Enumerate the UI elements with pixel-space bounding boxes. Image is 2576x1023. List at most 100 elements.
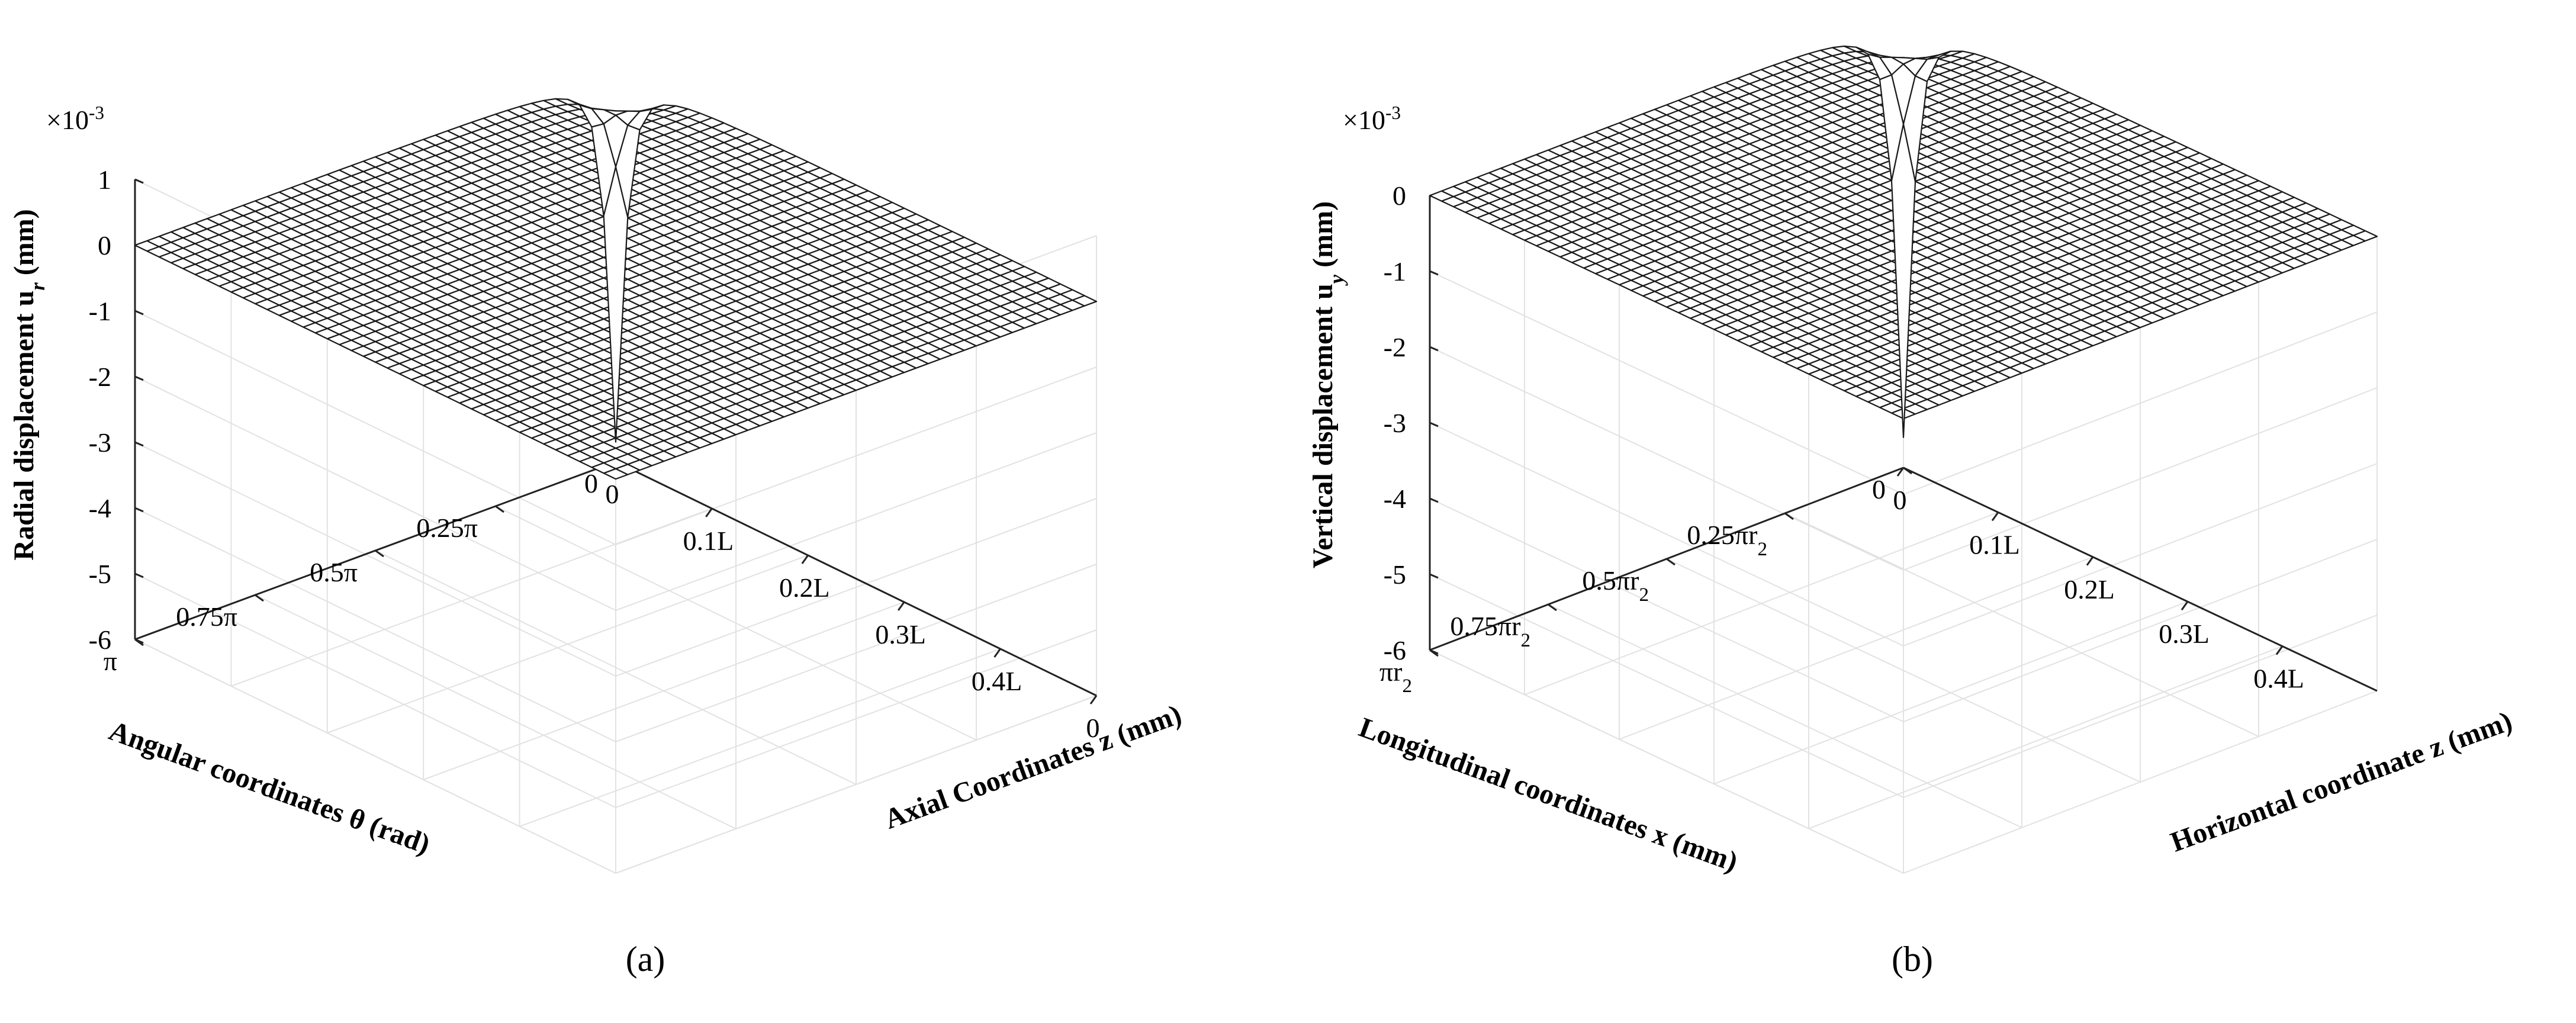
z-gridline — [1429, 498, 1904, 722]
x-tick-label: 0.75πr2 — [1450, 611, 1530, 651]
y-tick-label: 0.2L — [2064, 574, 2115, 604]
x-tick-label-part: 2 — [1757, 538, 1767, 560]
x-tick — [495, 505, 504, 513]
x-tick — [1903, 467, 1912, 475]
z-tick — [134, 310, 144, 316]
z-tick — [134, 507, 144, 513]
y-tick-label: 0 — [1086, 713, 1100, 743]
z-axis-label-part: r — [27, 282, 49, 291]
x-tick-label-part: 0 — [1872, 474, 1886, 504]
z-tick-label: -6 — [89, 625, 111, 655]
z-tick-label-part: -2 — [1384, 332, 1406, 362]
y-gridline — [1713, 601, 2188, 785]
x-tick-label-part: 0.5π — [310, 557, 358, 587]
y-axis-line — [615, 461, 1097, 697]
y-tick — [2086, 556, 2094, 566]
z-tick-label: 0 — [1392, 181, 1406, 211]
z-tick-label: -6 — [1384, 635, 1406, 665]
z-axis-label-part: (mm) — [1307, 201, 1339, 275]
panel-caption-part: ) — [653, 940, 665, 979]
z-tick-label-part: -5 — [1384, 559, 1406, 590]
y-tick-label-part: 0.1L — [1969, 529, 2020, 559]
y-tick-label: 0.1L — [1969, 529, 2020, 559]
y-tick-label-part: 0.4L — [972, 666, 1022, 696]
surface-mesh — [1429, 45, 2378, 438]
z-tick-label-part: -5 — [89, 559, 111, 589]
x-tick — [134, 638, 144, 646]
y-tick — [1896, 467, 1905, 477]
z-gridline — [1429, 574, 1904, 798]
axes — [134, 178, 1098, 704]
x-tick-label: π — [104, 646, 117, 676]
x-tick-label-part: 0.25πr — [1687, 520, 1757, 550]
z-axis-label-part: Vertical displacement u — [1307, 284, 1339, 568]
x-tick-label-part: 2 — [1639, 584, 1649, 606]
z-tick — [1429, 346, 1439, 352]
z-tick — [1429, 422, 1439, 427]
x-tick — [255, 594, 264, 602]
z-exponent-label: ×10-3 — [46, 102, 104, 136]
x-tick-label: πr2 — [1379, 657, 1412, 697]
panel-a-surface-plot: 1 0 -1 -2 -3 -4 -5 -6 0 0.25π 0.5π 0.75π π 0 0.1L 0.2L 0… — [8, 98, 1185, 979]
y-gridline — [1524, 511, 1999, 696]
z-tick-label-part: 0 — [1392, 181, 1406, 211]
y-gridline — [519, 648, 1001, 827]
z-tick — [1429, 573, 1439, 579]
x-axis-label-part: Angular coordinates θ (rad) — [105, 715, 434, 860]
y-gridline — [327, 555, 809, 734]
z-tick-label-part: -4 — [89, 493, 111, 523]
x-tick-label: 0 — [584, 468, 598, 498]
y-tick — [1991, 511, 1999, 522]
z-tick-label: -3 — [1384, 408, 1406, 438]
z-tick-label: 0 — [98, 230, 111, 260]
z-tick-label: -1 — [89, 296, 111, 326]
z-tick — [1429, 497, 1439, 503]
z-tick — [134, 178, 144, 184]
x-tick-label-part: 0.5πr — [1582, 565, 1639, 596]
y-tick-label-part: 0 — [1893, 485, 1907, 515]
axes — [1429, 194, 2378, 692]
z-axis-label-part: Radial displacement u — [8, 291, 40, 561]
y-tick-label: 0.3L — [875, 619, 926, 649]
y-tick-label: 0.3L — [2159, 619, 2210, 649]
x-axis-label-part: Longitudinal coordinates x (mm) — [1355, 712, 1742, 878]
x-tick — [1666, 558, 1675, 566]
y-gridline — [615, 695, 1097, 874]
x-tick-label-part: 0 — [584, 468, 598, 498]
z-axis-label-part: (mm) — [8, 209, 40, 282]
y-tick-label: 0.4L — [2253, 664, 2304, 694]
z-tick-label: -5 — [89, 559, 111, 589]
y-tick — [993, 648, 1001, 658]
y-tick-label-part: 0.3L — [875, 619, 926, 649]
z-tick-label: -4 — [89, 493, 111, 523]
x-gridline — [1429, 649, 1904, 874]
y-tick-label: 0 — [1893, 485, 1907, 515]
x-tick — [1784, 512, 1794, 520]
x-tick — [1429, 649, 1439, 657]
y-tick-label-part: 0.2L — [779, 572, 830, 603]
z-tick-label-part: 0 — [98, 230, 111, 260]
z-tick-label: 1 — [98, 165, 111, 195]
y-tick-label: 0.4L — [972, 666, 1022, 696]
panel-caption-part: ) — [1921, 940, 1933, 979]
z-tick-label-part: -3 — [1384, 408, 1406, 438]
x-tick-label-part: 0.25π — [416, 513, 478, 543]
z-tick-label: -2 — [89, 362, 111, 392]
y-gridline — [1619, 556, 2093, 740]
z-axis-label: Radial displacement ur (mm) — [8, 209, 49, 560]
z-gridline — [134, 573, 616, 808]
z-tick-label-part: -1 — [89, 296, 111, 326]
x-tick-label-part: 2 — [1402, 675, 1412, 697]
z-tick-label: -1 — [1384, 256, 1406, 287]
y-axis-label-part: Horizontal coordinate z (mm) — [2166, 705, 2516, 858]
y-gridline — [423, 601, 905, 780]
x-tick — [375, 549, 384, 558]
panel-caption-part: ( — [1892, 940, 1903, 979]
z-gridline — [1429, 422, 1904, 646]
x-gridline — [255, 594, 737, 829]
surface-mesh — [134, 98, 1098, 480]
x-tick-label-part: πr — [1379, 657, 1403, 687]
y-tick-label-part: 0 — [606, 479, 619, 509]
y-tick-label: 0.2L — [779, 572, 830, 603]
surface-cell — [603, 166, 629, 443]
